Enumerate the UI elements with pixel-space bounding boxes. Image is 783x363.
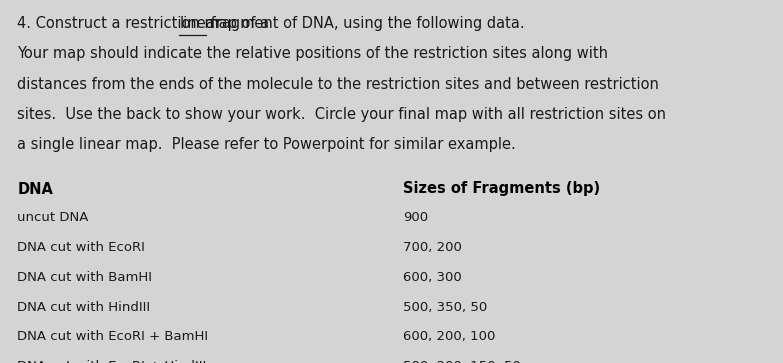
Text: 4. Construct a restriction map of a: 4. Construct a restriction map of a xyxy=(17,16,274,31)
Text: 700, 200: 700, 200 xyxy=(403,241,462,254)
Text: distances from the ends of the molecule to the restriction sites and between res: distances from the ends of the molecule … xyxy=(17,77,659,91)
Text: fragment of DNA, using the following data.: fragment of DNA, using the following dat… xyxy=(206,16,525,31)
Text: uncut DNA: uncut DNA xyxy=(17,211,88,224)
Text: DNA cut with BamHI: DNA cut with BamHI xyxy=(17,271,152,284)
Text: 500, 350, 50: 500, 350, 50 xyxy=(403,301,488,314)
Text: Your map should indicate the relative positions of the restriction sites along w: Your map should indicate the relative po… xyxy=(17,46,608,61)
Text: sites.  Use the back to show your work.  Circle your final map with all restrict: sites. Use the back to show your work. C… xyxy=(17,107,666,122)
Text: 500, 200, 150, 50: 500, 200, 150, 50 xyxy=(403,360,521,363)
Text: 900: 900 xyxy=(403,211,428,224)
Text: DNA cut with EcoRI + HindIII: DNA cut with EcoRI + HindIII xyxy=(17,360,207,363)
Text: DNA cut with EcoRI: DNA cut with EcoRI xyxy=(17,241,145,254)
Text: a single linear map.  Please refer to Powerpoint for similar example.: a single linear map. Please refer to Pow… xyxy=(17,137,516,152)
Text: 600, 300: 600, 300 xyxy=(403,271,462,284)
Text: DNA: DNA xyxy=(17,182,53,196)
Text: DNA cut with HindIII: DNA cut with HindIII xyxy=(17,301,150,314)
Text: Sizes of Fragments (bp): Sizes of Fragments (bp) xyxy=(403,182,601,196)
Text: linear: linear xyxy=(179,16,221,31)
Text: DNA cut with EcoRI + BamHI: DNA cut with EcoRI + BamHI xyxy=(17,330,208,343)
Text: 600, 200, 100: 600, 200, 100 xyxy=(403,330,496,343)
